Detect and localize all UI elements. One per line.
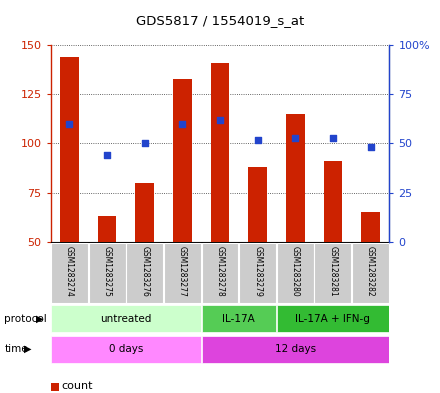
Text: GSM1283281: GSM1283281 <box>328 246 337 296</box>
Point <box>216 117 224 123</box>
Bar <box>211 63 229 242</box>
Text: 0 days: 0 days <box>109 344 143 354</box>
Bar <box>136 183 154 242</box>
Point <box>367 144 374 151</box>
Text: IL-17A: IL-17A <box>223 314 255 324</box>
Bar <box>60 57 79 242</box>
Bar <box>361 212 380 242</box>
Bar <box>277 305 389 332</box>
Bar <box>323 161 342 242</box>
Bar <box>202 305 276 332</box>
Text: GSM1283282: GSM1283282 <box>366 246 375 296</box>
Point <box>330 134 337 141</box>
Bar <box>277 243 314 303</box>
Text: GDS5817 / 1554019_s_at: GDS5817 / 1554019_s_at <box>136 14 304 27</box>
Text: IL-17A + IFN-g: IL-17A + IFN-g <box>296 314 370 324</box>
Bar <box>88 243 125 303</box>
Text: ▶: ▶ <box>36 314 44 324</box>
Text: GSM1283278: GSM1283278 <box>216 246 224 296</box>
Point <box>179 121 186 127</box>
Point <box>141 140 148 147</box>
Bar <box>164 243 201 303</box>
Bar <box>51 243 88 303</box>
Text: GSM1283275: GSM1283275 <box>103 246 112 296</box>
Text: GSM1283280: GSM1283280 <box>291 246 300 296</box>
Point <box>66 121 73 127</box>
Bar <box>239 243 276 303</box>
Bar <box>248 167 267 242</box>
Bar <box>286 114 305 242</box>
Bar <box>202 243 238 303</box>
Bar <box>315 243 352 303</box>
Text: count: count <box>62 380 93 391</box>
Bar <box>352 243 389 303</box>
Text: GSM1283276: GSM1283276 <box>140 246 149 296</box>
Bar <box>51 336 201 363</box>
Bar <box>173 79 192 242</box>
Point <box>103 152 110 158</box>
Bar <box>51 305 201 332</box>
Bar <box>202 336 389 363</box>
Text: time: time <box>4 344 28 354</box>
Text: 12 days: 12 days <box>275 344 316 354</box>
Point <box>292 134 299 141</box>
Bar <box>126 243 163 303</box>
Text: GSM1283274: GSM1283274 <box>65 246 74 296</box>
Point <box>254 136 261 143</box>
Text: GSM1283279: GSM1283279 <box>253 246 262 296</box>
Text: untreated: untreated <box>100 314 151 324</box>
Text: protocol: protocol <box>4 314 47 324</box>
Bar <box>98 216 117 242</box>
Text: GSM1283277: GSM1283277 <box>178 246 187 296</box>
Text: ▶: ▶ <box>24 344 32 354</box>
